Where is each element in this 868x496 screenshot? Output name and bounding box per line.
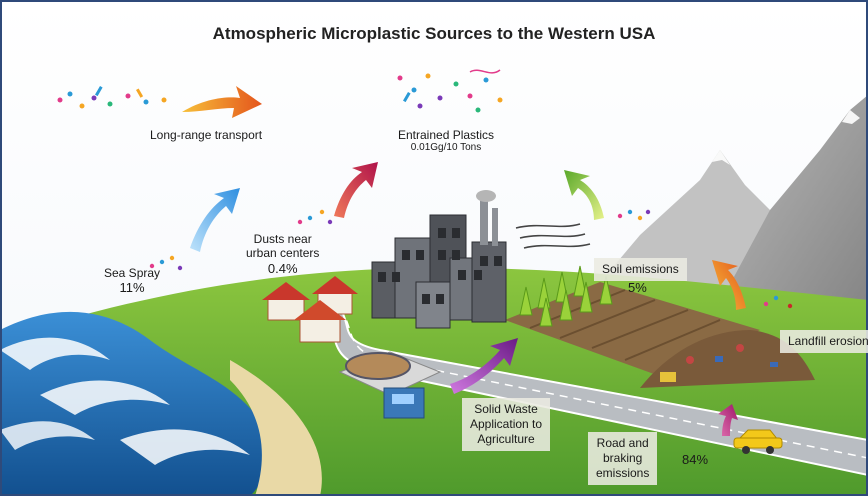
car: [733, 429, 783, 454]
entrained-title: Entrained Plastics: [398, 128, 495, 142]
beach: [230, 360, 322, 496]
particle-cluster-sea-spray: [149, 255, 183, 271]
wind-lines: [515, 223, 591, 249]
label-dusts-urban: Dusts near urban centers 0.4%: [246, 232, 319, 276]
arrow-dusts: [334, 162, 378, 218]
particle-cluster-long-range: [57, 86, 167, 109]
solid-waste-line2: Application to: [470, 417, 543, 431]
soil-percent: 5%: [628, 280, 647, 295]
arrow-road: [718, 404, 738, 436]
road-percent: 84%: [682, 452, 709, 467]
houses: [262, 276, 358, 343]
solid-waste-line3: Agriculture: [477, 432, 535, 446]
wastewater-plant: [338, 351, 442, 419]
city-buildings: [371, 190, 507, 329]
label-entrained-plastics: Entrained Plastics 0.01Gg/10 Tons: [398, 128, 494, 154]
dusts-line1: Dusts near: [253, 232, 312, 246]
road-line2: braking: [603, 451, 643, 465]
particle-cluster-entrained: [397, 69, 503, 113]
solid-waste-line1: Solid Waste: [474, 402, 538, 416]
label-sea-spray: Sea Spray 11%: [104, 266, 160, 296]
road-line1: Road and: [596, 436, 649, 450]
particle-cluster-soil: [617, 209, 651, 221]
arrow-landfill: [712, 260, 746, 310]
arrow-sea-spray: [190, 188, 240, 252]
particle-cluster-landfill: [763, 295, 793, 309]
label-long-range-transport: Long-range transport: [150, 128, 263, 142]
particle-cluster-dust: [297, 209, 333, 225]
sea-spray-percent: 11%: [119, 280, 145, 296]
ocean-waves: [0, 311, 272, 496]
diagram-title: Atmospheric Microplastic Sources to the …: [212, 24, 656, 43]
label-road-braking: Road and braking emissions: [588, 432, 658, 485]
arrow-long-range-transport: [182, 86, 262, 118]
dusts-line2: urban centers: [246, 246, 320, 261]
arrow-soil: [564, 170, 604, 220]
sea-spray-name: Sea Spray: [104, 266, 161, 280]
label-solid-waste: Solid Waste Application to Agriculture: [462, 398, 551, 451]
road-line3: emissions: [596, 466, 650, 480]
label-landfill-erosion: Landfill erosion: [780, 330, 868, 353]
dusts-percent: 0.4%: [267, 260, 298, 276]
arrow-solid-waste: [450, 338, 518, 394]
entrained-amount: 0.01Gg/10 Tons: [410, 142, 482, 154]
landfill: [640, 330, 815, 388]
label-soil-emissions: Soil emissions: [594, 258, 687, 281]
